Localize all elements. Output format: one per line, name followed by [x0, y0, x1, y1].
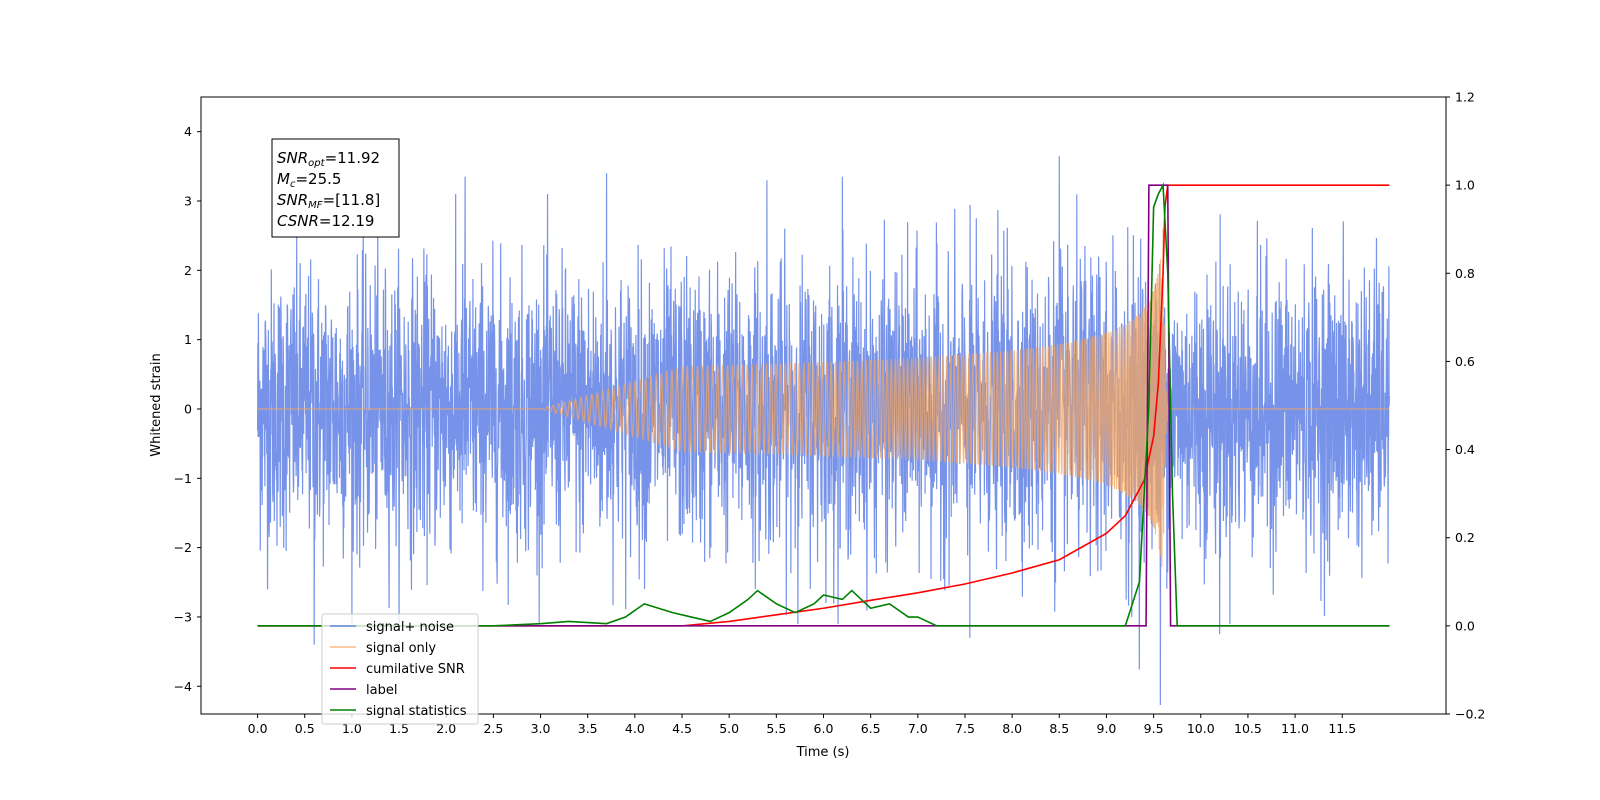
- x-axis-label: Time (s): [796, 745, 850, 760]
- x-tick-label: 10.5: [1234, 721, 1262, 736]
- right-y-tick-label: 0.0: [1455, 618, 1475, 633]
- annotation-line: SNRopt=11.92: [277, 149, 380, 169]
- legend-entry-label: signal statistics: [366, 704, 467, 719]
- annotation-line: CSNR=12.19: [277, 212, 374, 230]
- x-tick-label: 7.5: [955, 721, 975, 736]
- right-y-tick-label: 0.6: [1455, 354, 1475, 369]
- x-tick-label: 2.0: [436, 721, 456, 736]
- plot-area: [256, 156, 1391, 706]
- x-tick-label: 5.0: [719, 721, 739, 736]
- left-y-axis-ticks: −4 −3 −2 −1 0 1 2 3 4: [174, 124, 201, 694]
- left-y-tick-label: 4: [184, 124, 192, 139]
- left-y-tick-label: −2: [174, 540, 192, 555]
- annotation-line: SNRMF=[11.8]: [277, 191, 380, 211]
- x-tick-label: 8.5: [1049, 721, 1069, 736]
- right-y-tick-label: 1.0: [1455, 178, 1475, 193]
- left-y-tick-label: −4: [174, 679, 192, 694]
- legend-entry-label: signal only: [366, 641, 436, 656]
- x-tick-label: 6.0: [814, 721, 834, 736]
- right-y-tick-label: 0.4: [1455, 442, 1475, 457]
- left-y-tick-label: 2: [184, 263, 192, 278]
- x-axis-ticks: 0.0 0.5 1.0 1.5 2.0 2.5 3.0 3.5 4.0 4.5 5.0 5.5 6.0 6…: [248, 714, 1356, 736]
- x-tick-label: 6.5: [861, 721, 881, 736]
- x-tick-label: 11.0: [1281, 721, 1309, 736]
- x-tick-label: 3.5: [578, 721, 598, 736]
- left-y-tick-label: −3: [174, 609, 192, 624]
- stats-annotation-box: SNRopt=11.92Mc=25.5SNRMF=[11.8]CSNR=12.1…: [271, 138, 400, 238]
- right-y-tick-label: 0.2: [1455, 530, 1475, 545]
- annotation-box-border: [271, 138, 400, 238]
- axes-frame: [200, 96, 1447, 715]
- x-tick-label: 5.5: [766, 721, 786, 736]
- legend: signal+ noise signal only cumilative SNR la…: [321, 613, 479, 725]
- right-y-tick-label: −0.2: [1455, 707, 1485, 722]
- series-signal-statistics: [257, 182, 1390, 627]
- left-y-tick-label: −1: [174, 471, 192, 486]
- x-tick-label: 9.5: [1144, 721, 1164, 736]
- right-y-axis-ticks: −0.2 0.0 0.2 0.4 0.6 0.8 1.0 1.2: [1446, 90, 1485, 722]
- legend-entry-label: label: [366, 683, 397, 698]
- x-tick-label: 9.0: [1097, 721, 1117, 736]
- right-y-tick-label: 1.2: [1455, 90, 1475, 105]
- x-tick-label: 10.0: [1187, 721, 1215, 736]
- series-signal-only: [257, 228, 1390, 567]
- x-tick-label: 4.5: [672, 721, 692, 736]
- series-cumilative-snr: [257, 184, 1390, 627]
- x-tick-label: 2.5: [483, 721, 503, 736]
- x-tick-label: 4.0: [625, 721, 645, 736]
- left-y-tick-label: 3: [184, 193, 192, 208]
- x-tick-label: 3.0: [531, 721, 551, 736]
- x-tick-label: 0.5: [295, 721, 315, 736]
- x-tick-label: 0.0: [248, 721, 268, 736]
- left-y-tick-label: 0: [184, 401, 192, 416]
- annotation-line: Mc=25.5: [277, 170, 341, 190]
- legend-entry-label: cumilative SNR: [366, 662, 465, 677]
- x-tick-label: 8.0: [1002, 721, 1022, 736]
- legend-frame: [321, 613, 479, 725]
- x-tick-label: 7.0: [908, 721, 928, 736]
- legend-entry-label: signal+ noise: [366, 620, 454, 635]
- right-y-tick-label: 0.8: [1455, 266, 1475, 281]
- left-y-tick-label: 1: [184, 332, 192, 347]
- left-y-axis-label: Whitened strain: [149, 353, 164, 456]
- x-tick-label: 11.5: [1328, 721, 1356, 736]
- x-tick-label: 1.5: [389, 721, 409, 736]
- x-tick-label: 1.0: [342, 721, 362, 736]
